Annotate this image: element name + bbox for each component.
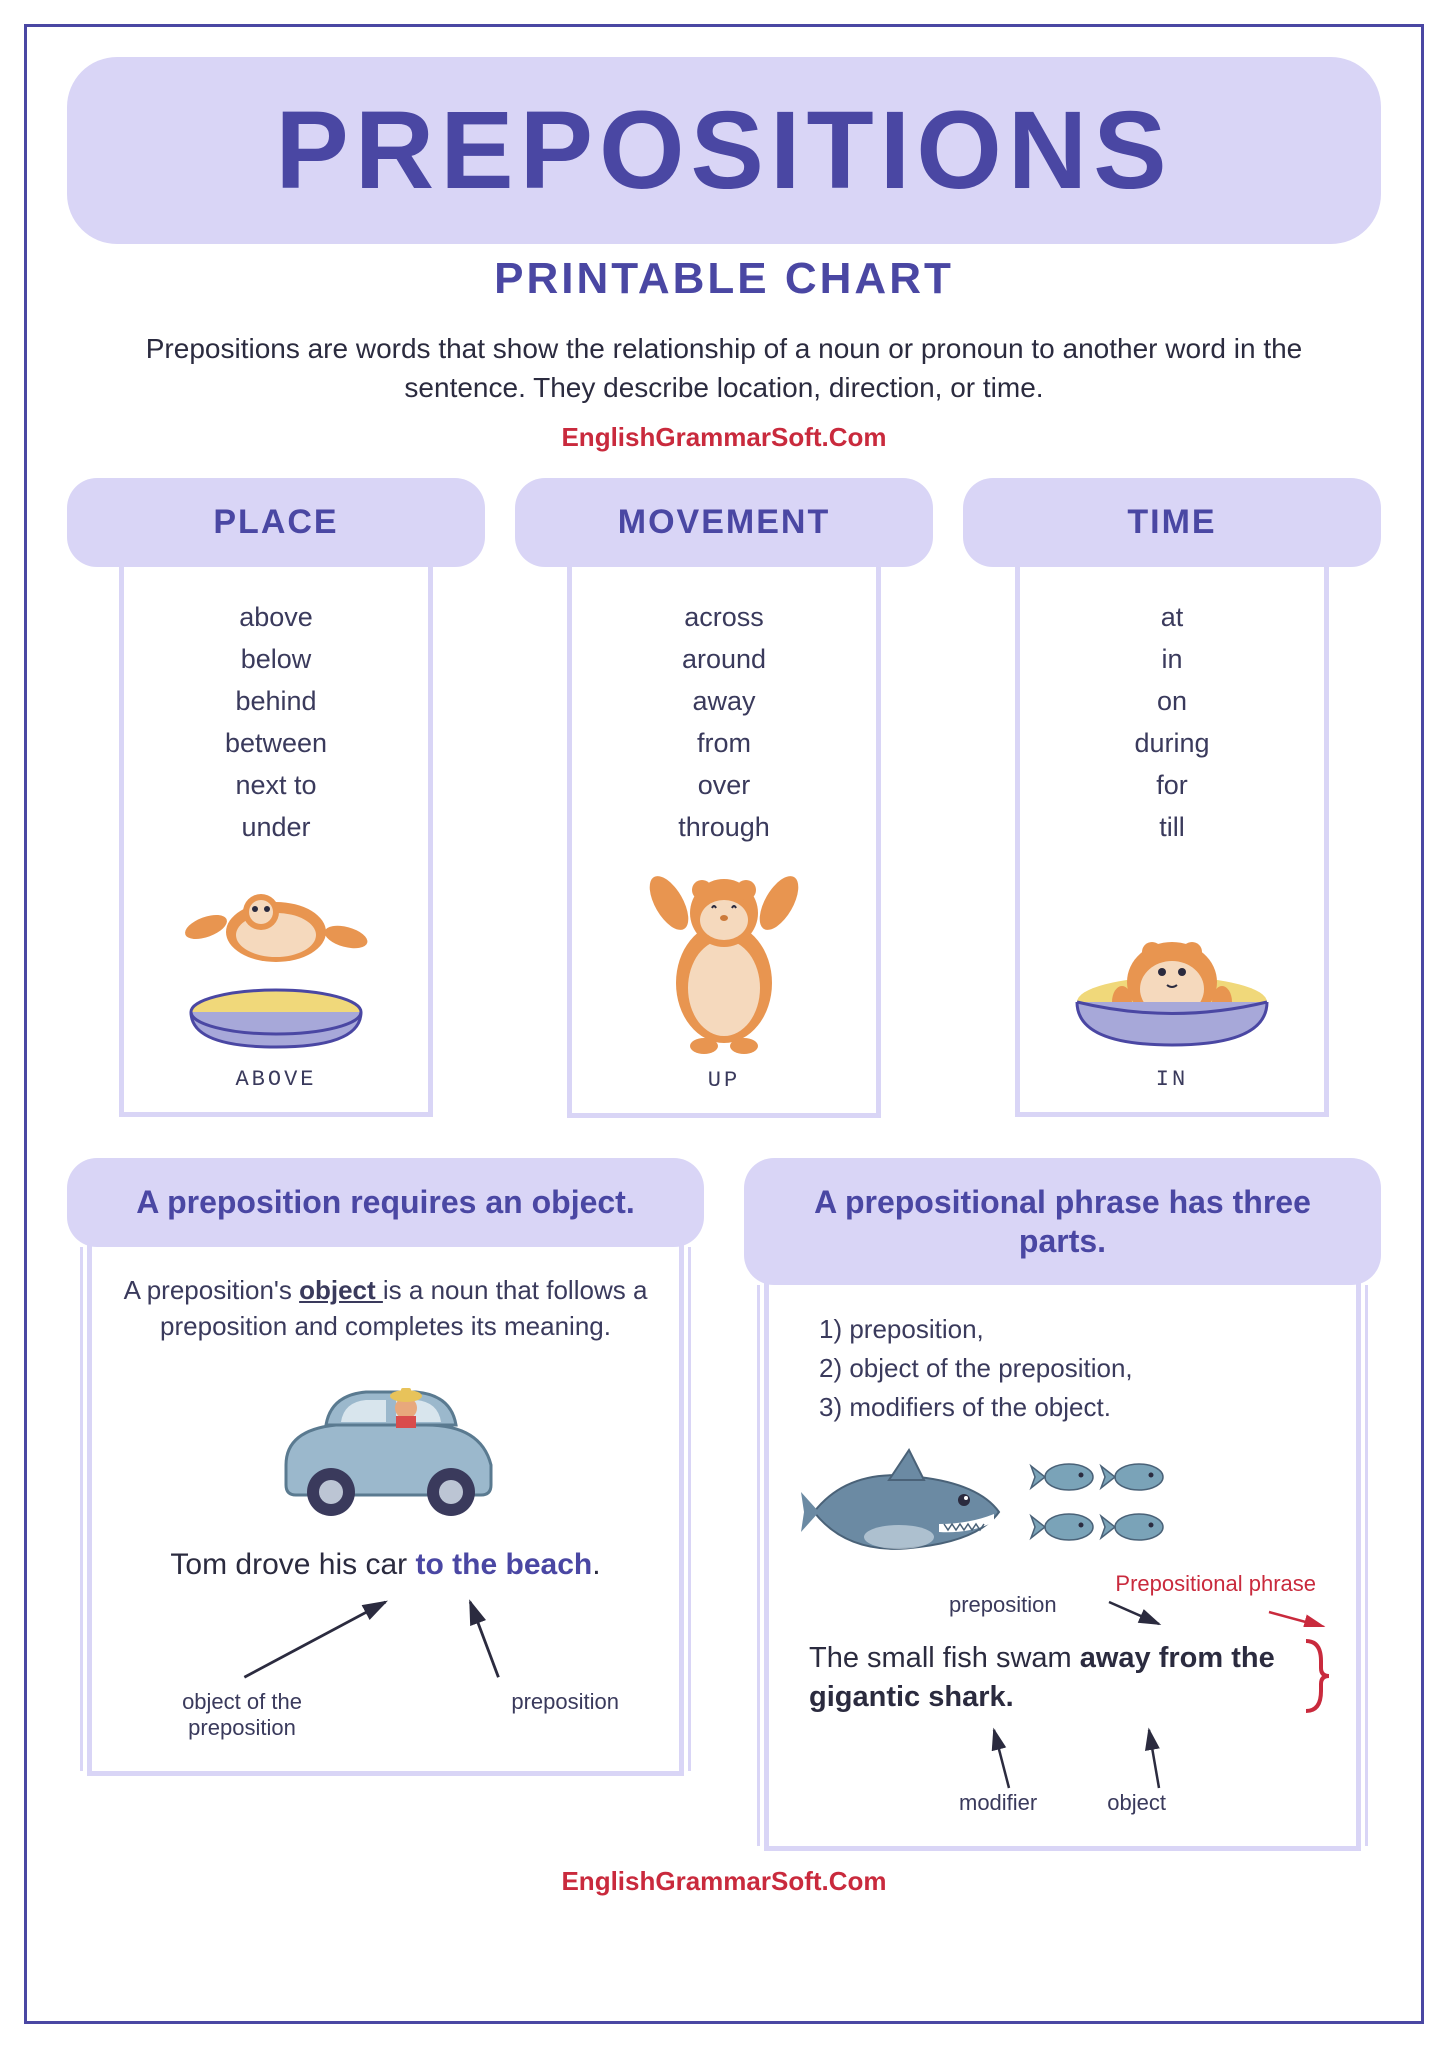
list-item: 2) object of the preposition, — [819, 1349, 1326, 1388]
list-item: 3) modifiers of the object. — [819, 1388, 1326, 1427]
word: under — [225, 807, 327, 849]
word: above — [225, 597, 327, 639]
word: through — [678, 807, 770, 849]
word: on — [1134, 681, 1209, 723]
word: at — [1134, 597, 1209, 639]
word: from — [678, 723, 770, 765]
column-place: PLACE above below behind between next to… — [67, 478, 485, 1118]
column-movement: MOVEMENT across around away from over th… — [515, 478, 933, 1118]
panel-object-body: A preposition's object is a noun that fo… — [87, 1237, 684, 1776]
phrase-parts-list: 1) preposition, 2) object of the preposi… — [799, 1310, 1326, 1427]
bottom-row: A preposition requires an object. A prep… — [67, 1158, 1381, 1850]
panel-object: A preposition requires an object. A prep… — [67, 1158, 704, 1850]
shark-icon — [799, 1442, 1009, 1572]
categories-row: PLACE above below behind between next to… — [67, 478, 1381, 1118]
car-icon — [256, 1370, 516, 1520]
text: A preposition's — [124, 1275, 300, 1305]
hamster-in-icon — [1067, 897, 1277, 1057]
caption-up: UP — [708, 1068, 740, 1093]
word-list-movement: across around away from over through — [678, 597, 770, 848]
arrows-bottom-right — [799, 1718, 1326, 1803]
hamster-above-icon — [176, 887, 376, 1057]
object-definition: A preposition's object is a noun that fo… — [122, 1272, 649, 1345]
sentence-bold: to the beach — [416, 1548, 593, 1581]
word: around — [678, 639, 770, 681]
word: till — [1134, 807, 1209, 849]
annot-object: object — [1107, 1790, 1166, 1816]
column-body-movement: across around away from over through — [567, 557, 881, 1118]
arrows-top-right — [799, 1572, 1326, 1627]
website-bottom: EnglishGrammarSoft.Com — [67, 1866, 1381, 1897]
column-header-movement: MOVEMENT — [515, 478, 933, 567]
panel-phrase-body: 1) preposition, 2) object of the preposi… — [764, 1275, 1361, 1850]
caption-in: IN — [1156, 1067, 1188, 1092]
word: behind — [225, 681, 327, 723]
word: over — [678, 765, 770, 807]
main-title: PREPOSITIONS — [107, 87, 1341, 214]
word: next to — [225, 765, 327, 807]
shark-fish-illustration — [799, 1442, 1326, 1572]
fish-school-icon — [1029, 1452, 1189, 1562]
annot-object-of-prep: object of the preposition — [152, 1689, 332, 1741]
description: Prepositions are words that show the rel… — [67, 329, 1381, 407]
outer-frame: PREPOSITIONS PRINTABLE CHART Preposition… — [24, 24, 1424, 2024]
column-header-place: PLACE — [67, 478, 485, 567]
object-word: object — [299, 1275, 383, 1305]
list-item: 1) preposition, — [819, 1310, 1326, 1349]
website-top: EnglishGrammarSoft.Com — [67, 422, 1381, 453]
illustration-in: IN — [1067, 897, 1277, 1092]
sentence-dot: . — [592, 1548, 600, 1581]
illustration-above: ABOVE — [176, 887, 376, 1092]
panel-phrase-title: A prepositional phrase has three parts. — [744, 1158, 1381, 1285]
word: during — [1134, 723, 1209, 765]
sentence-plain: Tom drove his car — [170, 1548, 415, 1581]
subtitle: PRINTABLE CHART — [67, 254, 1381, 304]
word: for — [1134, 765, 1209, 807]
bracket-icon — [1301, 1636, 1331, 1716]
annot-modifier: modifier — [959, 1790, 1037, 1816]
example-sentence-1: Tom drove his car to the beach. — [122, 1545, 649, 1584]
column-body-place: above below behind between next to under — [119, 557, 433, 1117]
sentence2-plain: The small fish swam — [809, 1642, 1080, 1674]
word: away — [678, 681, 770, 723]
word-list-place: above below behind between next to under — [225, 597, 327, 848]
hamster-up-icon — [634, 868, 814, 1058]
word: in — [1134, 639, 1209, 681]
panel-object-title: A preposition requires an object. — [67, 1158, 704, 1246]
word: across — [678, 597, 770, 639]
panel-phrase: A prepositional phrase has three parts. … — [744, 1158, 1381, 1850]
word: below — [225, 639, 327, 681]
annot-preposition: preposition — [511, 1689, 619, 1741]
column-time: TIME at in on during for till — [963, 478, 1381, 1118]
word-list-time: at in on during for till — [1134, 597, 1209, 848]
column-header-time: TIME — [963, 478, 1381, 567]
title-banner: PREPOSITIONS — [67, 57, 1381, 244]
word: between — [225, 723, 327, 765]
caption-above: ABOVE — [235, 1067, 316, 1092]
car-illustration — [122, 1370, 649, 1525]
column-body-time: at in on during for till — [1015, 557, 1329, 1117]
illustration-up: UP — [634, 868, 814, 1093]
example-sentence-2: The small fish swam away from the gigant… — [799, 1639, 1326, 1717]
